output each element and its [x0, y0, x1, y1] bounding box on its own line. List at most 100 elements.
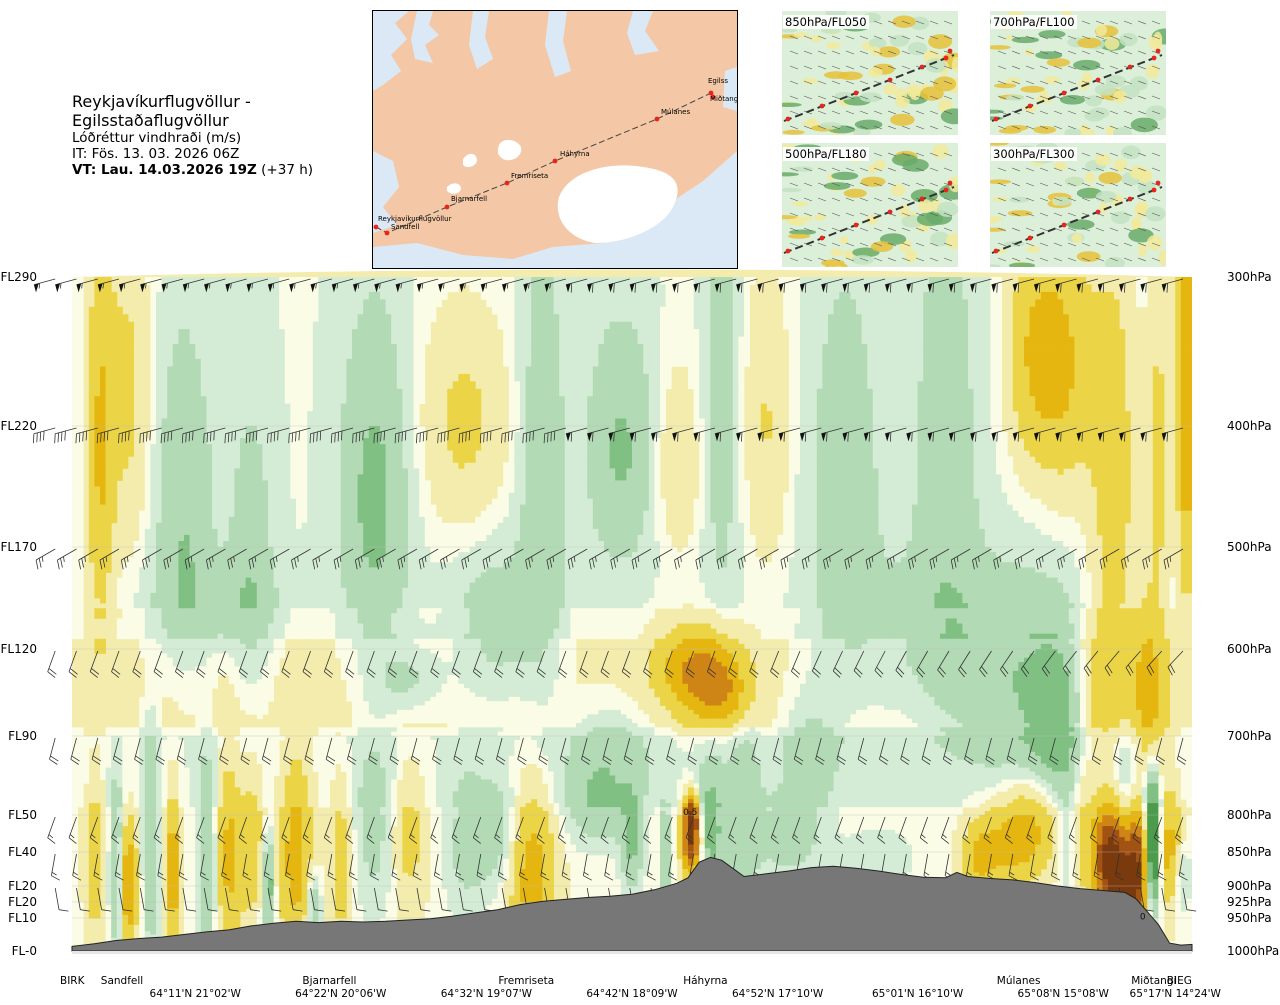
field-cell	[223, 411, 230, 419]
field-cell	[144, 895, 151, 900]
field-cell	[217, 577, 224, 584]
field-cell	[167, 592, 174, 599]
field-cell	[116, 736, 123, 741]
field-cell	[150, 705, 157, 711]
field-cell	[116, 807, 123, 812]
field-cell	[245, 675, 252, 680]
field-cell	[161, 541, 168, 548]
field-cell	[212, 403, 218, 412]
field-cell	[206, 759, 213, 764]
field-cell	[100, 759, 106, 764]
field-cell	[167, 468, 174, 475]
field-cell	[150, 653, 157, 659]
field-cell	[200, 692, 207, 698]
field-cell	[128, 882, 134, 887]
field-cell	[116, 628, 123, 635]
field-cell	[223, 628, 230, 635]
field-cell	[150, 727, 157, 733]
field-cell	[184, 865, 190, 870]
field-cell	[128, 779, 134, 784]
field-cell	[133, 763, 140, 768]
field-cell	[195, 608, 202, 614]
field-cell	[245, 598, 252, 604]
inset-field-patch	[821, 259, 845, 267]
field-cell	[268, 736, 274, 741]
field-cell	[77, 767, 84, 772]
field-cell	[167, 902, 174, 906]
field-cell	[105, 759, 112, 764]
field-cell	[128, 396, 134, 404]
field-cell	[273, 474, 280, 481]
field-cell	[251, 351, 258, 360]
field-cell	[156, 921, 162, 925]
field-cell	[144, 875, 151, 880]
field-cell	[128, 736, 134, 741]
field-cell	[111, 795, 118, 800]
field-cell	[144, 462, 151, 469]
field-cell	[139, 822, 146, 827]
inset-barb	[915, 182, 925, 187]
inset-route-point	[785, 248, 791, 254]
inset-field-patch	[868, 67, 883, 78]
field-cell	[105, 736, 112, 741]
field-cell	[178, 541, 185, 548]
field-cell	[184, 889, 190, 893]
field-cell	[234, 623, 241, 629]
field-cell	[234, 855, 241, 860]
field-cell	[150, 633, 157, 640]
field-cell	[200, 869, 207, 873]
field-cell	[279, 284, 286, 293]
field-cell	[262, 771, 269, 776]
inset-barb	[1081, 50, 1091, 55]
field-cell	[256, 418, 263, 427]
field-cell	[290, 403, 297, 412]
field-cell	[279, 633, 286, 640]
field-cell	[116, 924, 123, 929]
field-cell	[251, 592, 258, 599]
field-cell	[72, 844, 78, 849]
field-cell	[88, 344, 95, 352]
field-cell	[172, 329, 179, 337]
field-cell	[105, 931, 112, 935]
inset-barb	[789, 35, 799, 40]
field-cell	[228, 783, 235, 788]
field-cell	[212, 924, 218, 929]
field-cell	[195, 432, 202, 439]
field-cell	[122, 931, 129, 935]
field-cell	[178, 480, 185, 487]
field-cell	[251, 522, 258, 530]
field-cell	[128, 826, 134, 831]
field-cell	[139, 755, 146, 761]
field-cell	[184, 740, 190, 745]
field-cell	[223, 837, 230, 842]
field-cell	[88, 818, 95, 823]
field-cell	[161, 795, 168, 800]
field-cell	[212, 299, 218, 308]
field-cell	[206, 638, 213, 645]
inset-map-500: 500hPa/FL180	[782, 143, 958, 267]
field-cell	[284, 833, 291, 838]
inset-barb	[1095, 95, 1105, 100]
inset-field-patch	[831, 171, 859, 180]
field-cell	[133, 879, 140, 883]
field-cell	[290, 541, 297, 548]
field-cell	[189, 534, 196, 542]
map-route-point	[373, 224, 379, 230]
field-cell	[184, 291, 190, 300]
field-cell	[172, 557, 179, 563]
field-cell	[172, 516, 179, 524]
field-cell	[144, 653, 151, 659]
field-cell	[234, 329, 241, 337]
field-cell	[167, 670, 174, 676]
field-cell	[256, 438, 263, 445]
field-cell	[156, 432, 162, 439]
field-cell	[262, 411, 269, 419]
field-cell	[139, 905, 146, 909]
field-cell	[128, 444, 134, 451]
field-cell	[77, 522, 84, 530]
field-cell	[77, 403, 84, 412]
inset-field-patch	[1110, 211, 1130, 224]
inset-barb	[1151, 95, 1161, 100]
inset-barb	[859, 95, 869, 100]
field-cell	[223, 314, 230, 323]
